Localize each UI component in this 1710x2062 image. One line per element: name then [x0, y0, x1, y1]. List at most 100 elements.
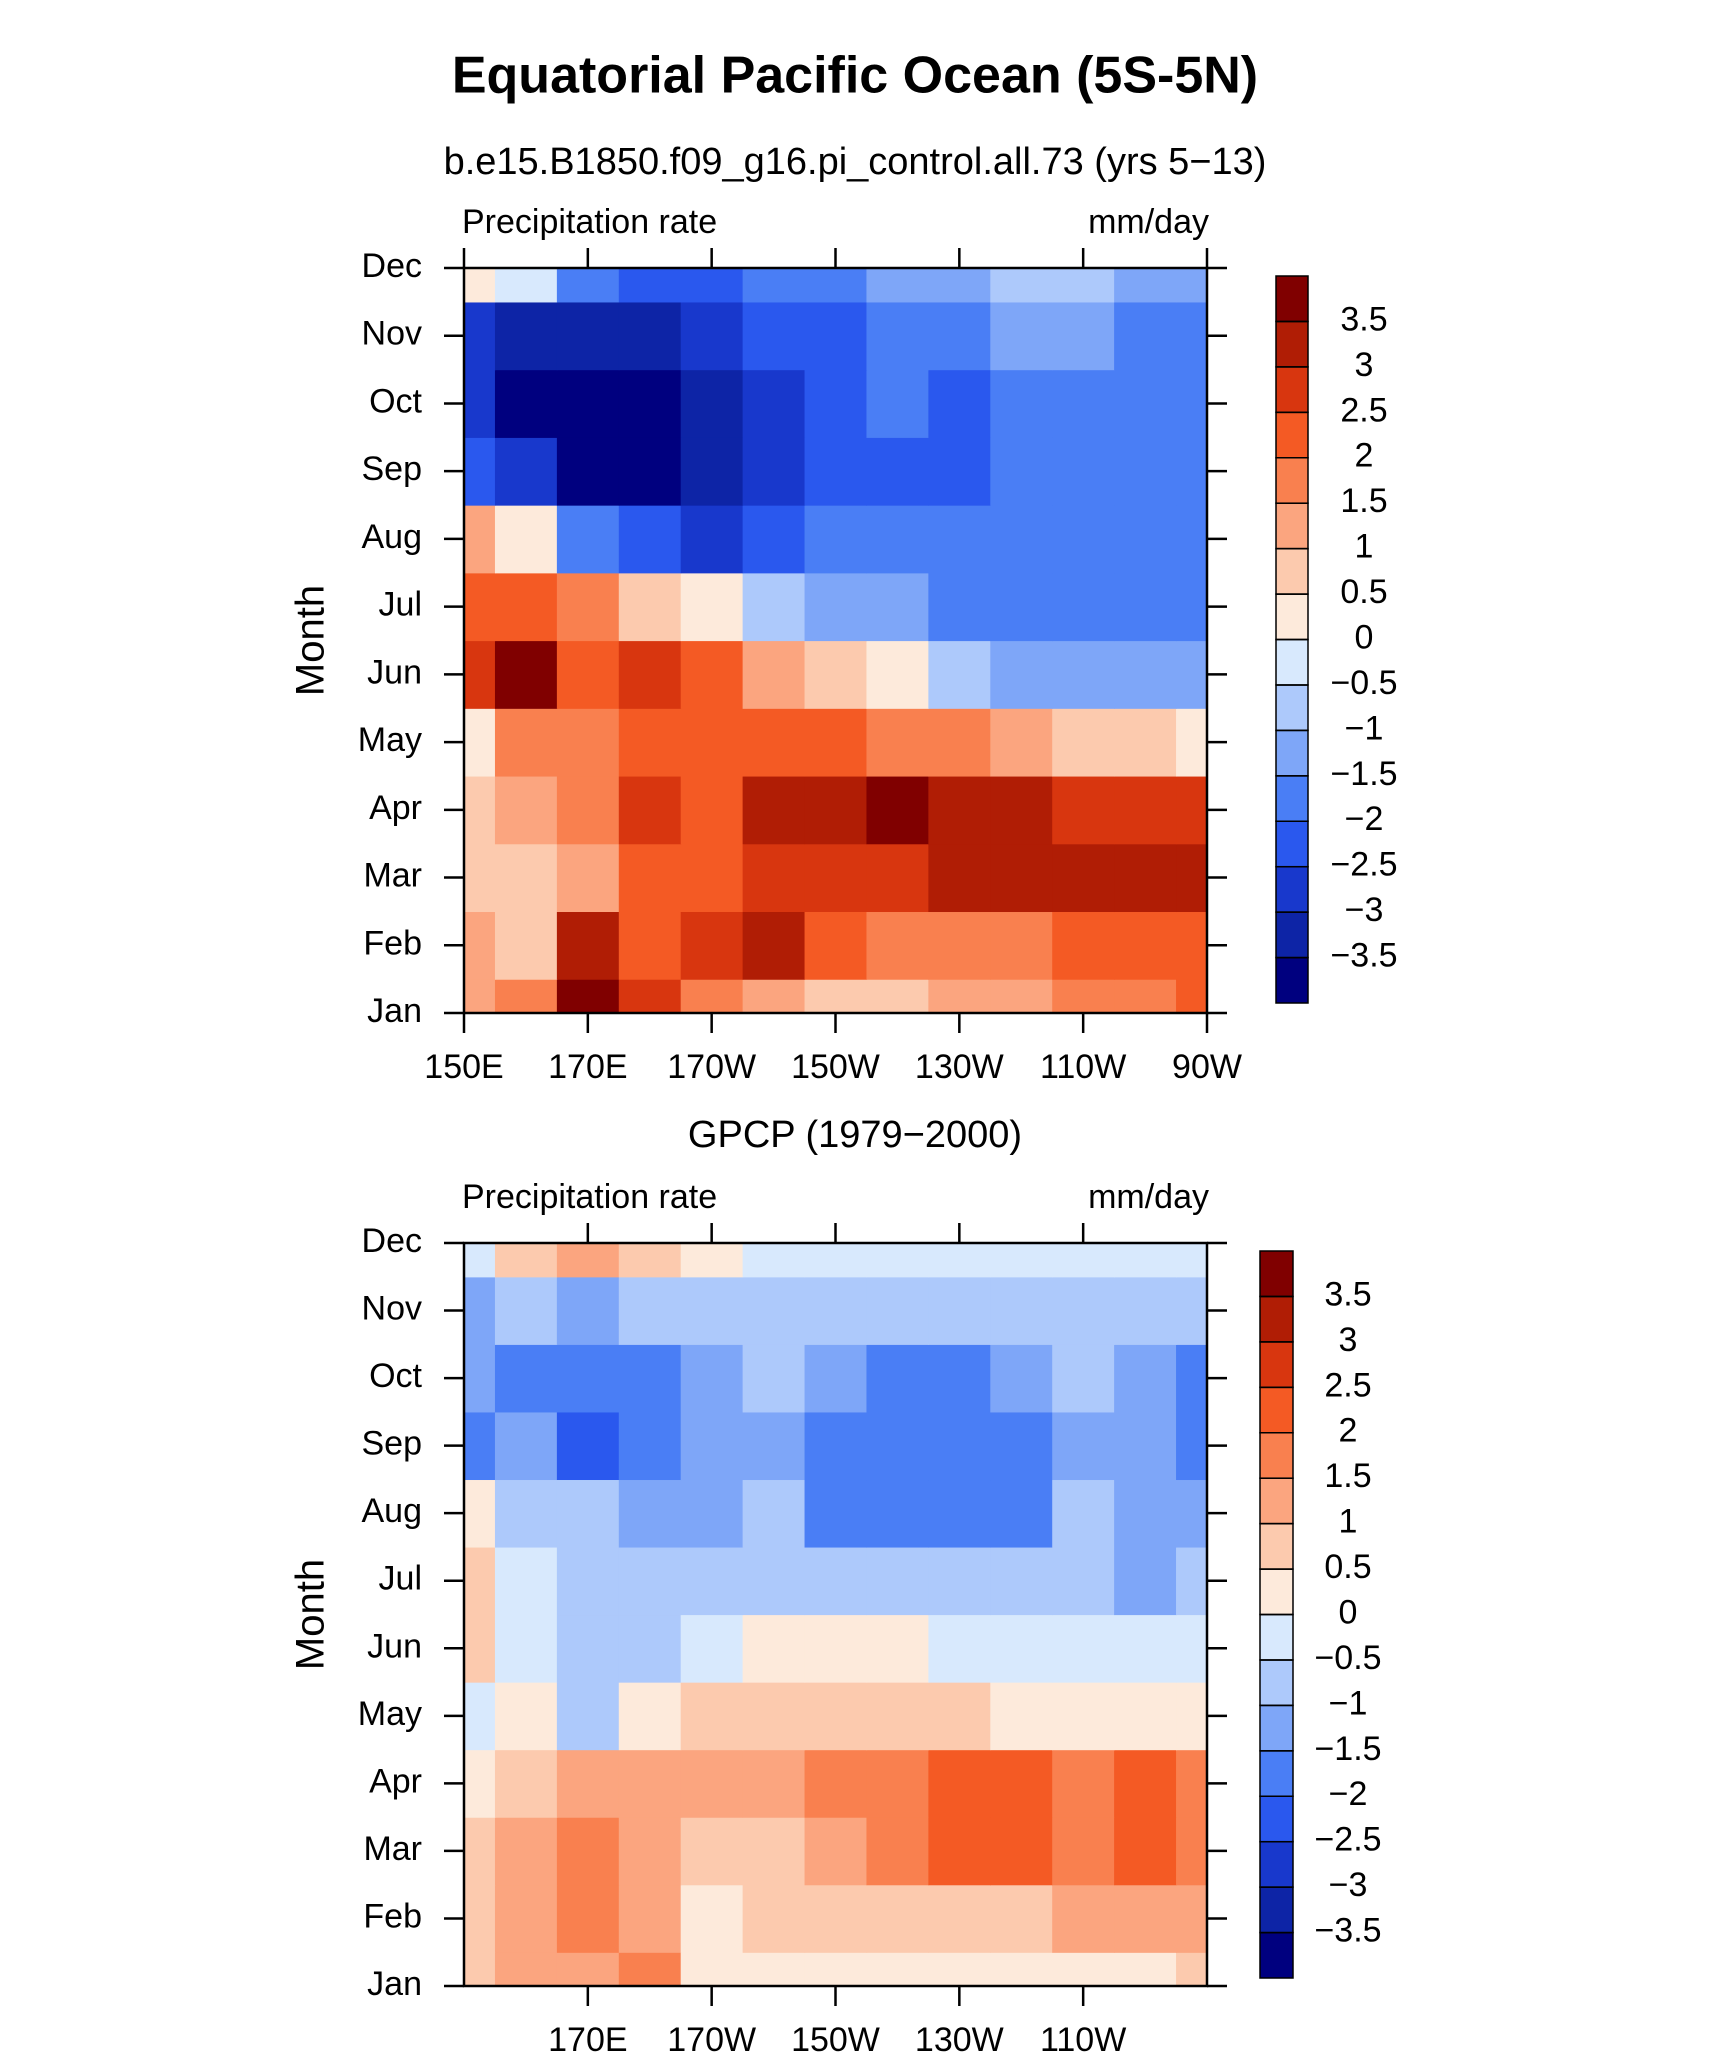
cell	[618, 775, 682, 845]
cell	[804, 911, 868, 980]
cell	[556, 1411, 620, 1481]
right-label: mm/day	[1088, 1178, 1209, 1216]
cell	[1052, 301, 1115, 371]
cell	[742, 843, 806, 913]
right-label: mm/day	[1088, 203, 1209, 241]
x-tick-label: 110W	[1040, 2021, 1126, 2059]
y-tick-label: Mar	[363, 1830, 422, 1868]
cell	[1176, 572, 1208, 642]
cell	[866, 1243, 929, 1278]
cell	[464, 979, 496, 1014]
cell	[618, 1276, 682, 1345]
cell	[464, 1682, 496, 1751]
cell	[1114, 1614, 1177, 1683]
y-tick-label: Feb	[363, 924, 422, 962]
cell	[1176, 505, 1208, 574]
cell	[464, 437, 496, 506]
cell	[804, 505, 868, 574]
cell	[742, 640, 806, 709]
cell	[618, 1884, 682, 1953]
cell	[1176, 437, 1208, 506]
cell	[928, 505, 991, 574]
cell	[1176, 1546, 1208, 1616]
cell	[928, 1546, 991, 1616]
cell	[618, 369, 682, 438]
cell	[990, 437, 1053, 506]
cell	[1052, 979, 1115, 1014]
cell	[618, 1952, 682, 1987]
cell	[618, 572, 682, 642]
cell	[928, 640, 991, 709]
colorbar-box	[1275, 593, 1309, 641]
cell	[742, 1682, 806, 1751]
cell	[556, 301, 620, 371]
cell	[494, 1479, 558, 1548]
cell	[680, 1276, 744, 1345]
cell	[494, 911, 558, 980]
cell	[866, 268, 929, 303]
cell	[1114, 843, 1177, 913]
colorbar-box	[1275, 684, 1309, 732]
cell	[928, 1479, 991, 1548]
cell	[494, 437, 558, 506]
cell	[1176, 1614, 1208, 1683]
colorbar-label: −0.5	[1330, 664, 1397, 702]
y-tick-label: Jul	[379, 586, 422, 624]
colorbar-box	[1259, 1568, 1294, 1616]
colorbar-box	[1259, 1886, 1294, 1934]
cell	[866, 1952, 929, 1987]
cell	[1114, 911, 1177, 980]
cell	[1052, 1479, 1115, 1548]
cell	[1114, 1344, 1177, 1413]
cell	[928, 708, 991, 777]
y-tick-label: May	[358, 721, 422, 759]
colorbar-label: 2.5	[1340, 391, 1387, 429]
cell	[742, 1411, 806, 1481]
cell	[928, 843, 991, 913]
cell	[990, 1243, 1053, 1278]
colorbar-label: −3.5	[1314, 1912, 1381, 1950]
cell	[866, 1276, 929, 1345]
cell	[990, 1614, 1053, 1683]
cell	[1114, 1817, 1177, 1886]
colorbar-box	[1259, 1795, 1294, 1843]
cell	[556, 1479, 620, 1548]
cell	[1176, 640, 1208, 709]
colorbar-box	[1259, 1341, 1294, 1389]
y-tick-label: Jan	[367, 992, 422, 1030]
cell	[618, 1479, 682, 1548]
cell	[866, 1479, 929, 1548]
colorbar-box	[1275, 729, 1309, 777]
cell	[1176, 1276, 1208, 1345]
cell	[1052, 1546, 1115, 1616]
cell	[556, 708, 620, 777]
cell	[1176, 1479, 1208, 1548]
cell	[464, 843, 496, 913]
cell	[464, 1952, 496, 1987]
cell	[866, 1817, 929, 1886]
colorbar-label: −1	[1329, 1684, 1368, 1722]
cell	[742, 979, 806, 1014]
colorbar-box	[1275, 956, 1309, 1004]
cell	[990, 301, 1053, 371]
cell	[1052, 268, 1115, 303]
cell	[742, 268, 806, 303]
colorbar-box	[1259, 1386, 1294, 1434]
cell	[680, 911, 744, 980]
x-tick-label: 90W	[1172, 1048, 1242, 1086]
cell	[866, 572, 929, 642]
cell	[1052, 911, 1115, 980]
cell	[804, 572, 868, 642]
y-tick-label: Nov	[362, 1290, 422, 1328]
cell	[804, 775, 868, 845]
colorbar-label: 0.5	[1340, 573, 1387, 611]
cell	[866, 640, 929, 709]
cell	[1176, 301, 1208, 371]
cell	[464, 1411, 496, 1481]
cell	[556, 505, 620, 574]
cell	[494, 843, 558, 913]
cell	[742, 437, 806, 506]
cell	[618, 1243, 682, 1278]
cell	[928, 1344, 991, 1413]
y-tick-label: Jun	[367, 1627, 422, 1665]
